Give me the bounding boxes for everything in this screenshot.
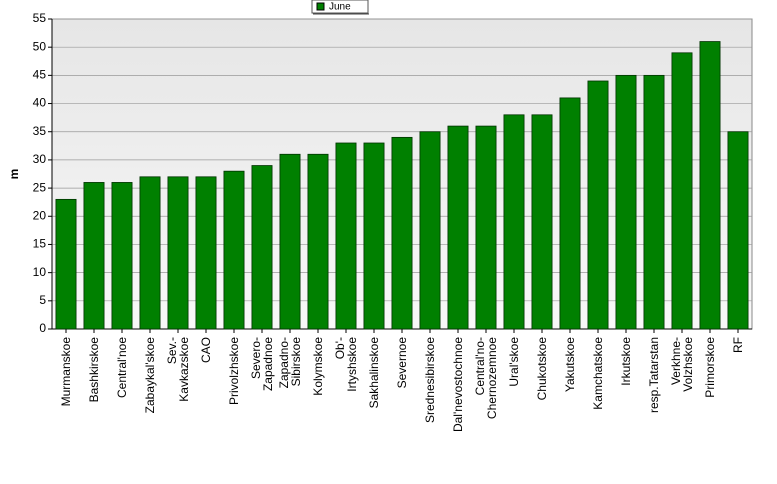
- bar: [195, 176, 217, 330]
- bar: [223, 170, 245, 330]
- x-tick-label: Dal'nevostochnoe: [451, 337, 465, 432]
- x-tick-label: Kamchatskoe: [591, 337, 605, 410]
- x-tick-label: CAO: [199, 337, 213, 363]
- y-tick-label: 55: [33, 11, 47, 25]
- y-tick-label: 20: [33, 208, 47, 222]
- x-tick-label: Yakutskoe: [563, 337, 577, 392]
- bar: [447, 125, 469, 330]
- x-tick-label: Privolzhskoe: [227, 337, 241, 405]
- y-tick-label: 30: [33, 152, 47, 166]
- x-tick-label: Severo-Zapadnoe: [249, 337, 275, 391]
- legend-label: June: [329, 2, 351, 13]
- bar: [83, 182, 105, 330]
- bar: [559, 97, 581, 330]
- legend-box: [311, 0, 369, 14]
- x-tick-label: Sakhalinskoe: [367, 337, 381, 409]
- bar: [531, 114, 553, 330]
- bar: [699, 41, 721, 330]
- x-tick-label: Zabaykal'skoe: [143, 337, 157, 414]
- x-tick-label: Ob'-Irtyshskoe: [333, 337, 359, 392]
- y-tick-label: 15: [33, 237, 47, 251]
- x-tick-label: Chukotskoe: [535, 337, 549, 401]
- legend-swatch: [316, 2, 325, 11]
- bar: [279, 153, 301, 330]
- bar: [391, 136, 413, 330]
- bar: [251, 165, 273, 330]
- bar: [307, 153, 329, 330]
- y-tick-label: 50: [33, 39, 47, 53]
- bar: [335, 142, 357, 330]
- bar: [55, 198, 77, 330]
- y-tick-label: 5: [39, 293, 46, 307]
- x-tick-label: Kolymskoe: [311, 337, 325, 396]
- y-tick-label: 40: [33, 96, 47, 110]
- bar: [139, 176, 161, 330]
- y-tick-label: 45: [33, 68, 47, 82]
- x-tick-label: RF: [731, 337, 745, 353]
- bar: [167, 176, 189, 330]
- bar: [671, 52, 693, 330]
- x-tick-label: Central'noe: [115, 337, 129, 398]
- y-tick-label: 25: [33, 180, 47, 194]
- legend: June: [311, 0, 369, 15]
- x-tick-label: Sev.-Kavkazskoe: [165, 337, 191, 402]
- y-tick-label: 35: [33, 124, 47, 138]
- y-tick-label: 10: [33, 265, 47, 279]
- bar: [111, 182, 133, 330]
- x-tick-label: Bashkirskoe: [87, 337, 101, 403]
- y-axis-label: m: [7, 169, 21, 180]
- x-tick-label: Severnoe: [395, 337, 409, 389]
- bar: [643, 74, 665, 330]
- x-tick-label: Ural'skoe: [507, 337, 521, 387]
- bar: [363, 142, 385, 330]
- x-tick-label: Primorskoe: [703, 337, 717, 398]
- bar: [587, 80, 609, 330]
- x-tick-label: Srednesibirskoe: [423, 337, 437, 423]
- x-tick-label: Murmanskoe: [59, 337, 73, 407]
- x-tick-label: Irkutskoe: [619, 337, 633, 386]
- x-tick-label: Zapadno-Sibirskoe: [277, 337, 303, 389]
- bar: [475, 125, 497, 330]
- bar: [419, 131, 441, 330]
- x-tick-label: Verkhne-Volzhskoe: [669, 337, 695, 392]
- bar: [503, 114, 525, 330]
- x-tick-label: Central'no-Chernozemnoe: [473, 337, 499, 419]
- y-tick-label: 0: [39, 321, 46, 335]
- bar: [727, 131, 749, 330]
- bar: [615, 74, 637, 330]
- x-tick-label: resp.Tatarstan: [647, 337, 661, 413]
